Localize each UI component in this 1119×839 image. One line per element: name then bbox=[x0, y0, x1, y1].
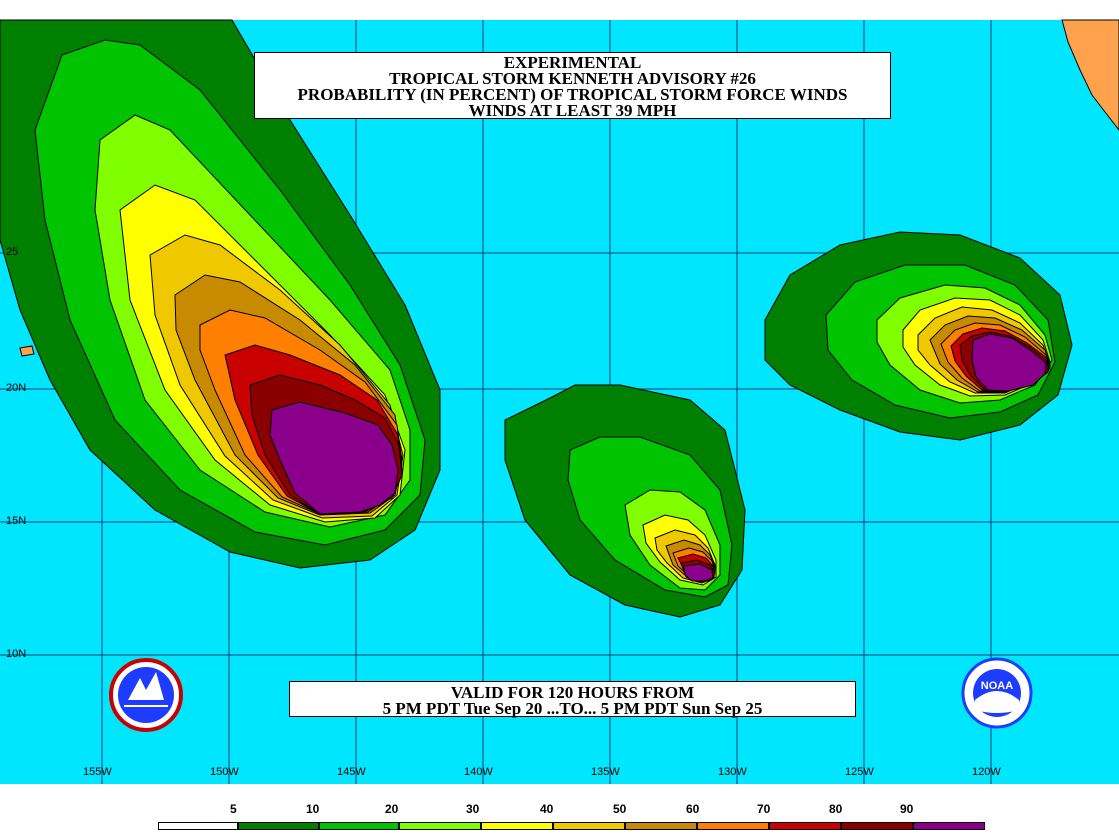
lon-label: 155W bbox=[83, 766, 112, 778]
lat-label: 25 bbox=[6, 246, 19, 258]
lon-label: 135W bbox=[591, 766, 620, 778]
legend-swatch bbox=[913, 822, 985, 830]
legend-label: 20 bbox=[385, 802, 399, 816]
legend-label: 5 bbox=[230, 802, 237, 816]
lon-label: 120W bbox=[972, 766, 1001, 778]
lon-label: 130W bbox=[718, 766, 747, 778]
title-line-2: TROPICAL STORM KENNETH ADVISORY #26 bbox=[389, 69, 756, 88]
legend-label: 80 bbox=[829, 802, 843, 816]
legend-swatch bbox=[841, 822, 913, 830]
valid-time-box: VALID FOR 120 HOURS FROM 5 PM PDT Tue Se… bbox=[289, 681, 856, 717]
nws-logo-icon bbox=[109, 658, 183, 732]
legend-swatch bbox=[625, 822, 697, 830]
legend-label: 90 bbox=[900, 802, 914, 816]
legend-swatch bbox=[238, 822, 319, 830]
legend-label: 40 bbox=[540, 802, 554, 816]
legend-swatch bbox=[399, 822, 481, 830]
title-box: EXPERIMENTAL TROPICAL STORM KENNETH ADVI… bbox=[254, 52, 891, 119]
swath-east bbox=[764, 231, 1073, 441]
legend-swatch bbox=[158, 822, 238, 830]
title-line-3: PROBABILITY (IN PERCENT) OF TROPICAL STO… bbox=[297, 85, 848, 104]
noaa-logo-text: NOAA bbox=[981, 680, 1013, 692]
legend-label: 30 bbox=[466, 802, 480, 816]
swath-middle bbox=[504, 384, 746, 618]
land-oahu bbox=[19, 345, 35, 357]
title-line-1: EXPERIMENTAL bbox=[503, 53, 642, 72]
swath-west bbox=[0, 19, 441, 569]
lon-label: 125W bbox=[845, 766, 874, 778]
lat-label: 10N bbox=[6, 648, 27, 660]
probability-map: NOAA bbox=[0, 19, 1119, 784]
legend-swatch bbox=[319, 822, 399, 830]
lon-label: 140W bbox=[464, 766, 493, 778]
lon-label: 150W bbox=[210, 766, 239, 778]
lat-label: 15N bbox=[6, 515, 27, 527]
valid-line-1: VALID FOR 120 HOURS FROM bbox=[450, 683, 695, 702]
legend-label: 70 bbox=[757, 802, 771, 816]
legend-swatch bbox=[769, 822, 841, 830]
legend-label: 60 bbox=[686, 802, 700, 816]
legend-swatch bbox=[697, 822, 769, 830]
land-northeast bbox=[1061, 19, 1119, 131]
legend-label: 50 bbox=[613, 802, 627, 816]
lat-label: 20N bbox=[6, 382, 27, 394]
valid-line-2: 5 PM PDT Tue Sep 20 ...TO... 5 PM PDT Su… bbox=[382, 699, 763, 718]
legend-label: 10 bbox=[306, 802, 320, 816]
lon-label: 145W bbox=[337, 766, 366, 778]
noaa-logo-icon: NOAA bbox=[961, 657, 1033, 729]
legend-swatch bbox=[481, 822, 553, 830]
legend-swatch bbox=[553, 822, 625, 830]
title-line-4: WINDS AT LEAST 39 MPH bbox=[468, 101, 677, 120]
